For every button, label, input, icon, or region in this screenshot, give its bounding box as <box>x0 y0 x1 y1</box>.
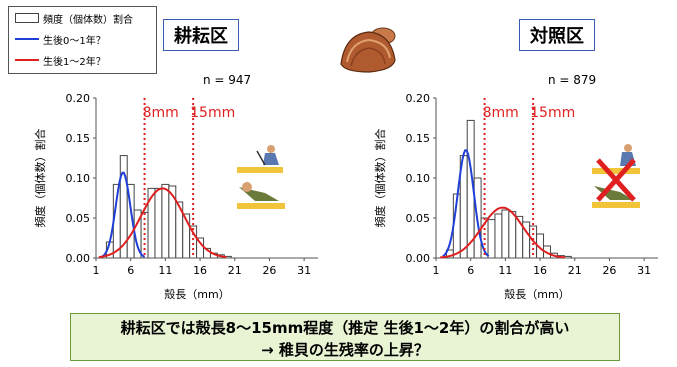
clam-shell-ring <box>346 38 391 63</box>
series-curve-age-1-2 <box>440 206 566 259</box>
legend-item-red: 生後1～2年？ <box>15 53 106 68</box>
worker-head-icon-right <box>624 144 632 152</box>
left-panel-title: 耕耘区 <box>163 19 239 51</box>
x-tick-label: 26 <box>602 264 616 277</box>
legend-label-red: 生後1～2年？ <box>43 56 106 68</box>
y-tick-label: 0.15 <box>66 132 91 145</box>
threshold-label-15mm: 15mm <box>530 105 575 121</box>
x-tick-label: 6 <box>127 264 134 277</box>
right-panel-title: 対照区 <box>519 19 595 51</box>
y-tick-label: 0.15 <box>406 132 431 145</box>
tillage-icon <box>237 145 285 209</box>
sand-layer-icon <box>237 167 283 173</box>
rake-icon <box>256 150 266 166</box>
y-tick-label: 0.05 <box>66 212 91 225</box>
y-tick-label: 0.20 <box>406 92 431 105</box>
x-tick-label: 16 <box>533 264 547 277</box>
histogram-bar <box>508 211 517 259</box>
cross-mark-icon-2 <box>596 158 636 202</box>
clam-shell-ring-inner <box>350 47 386 67</box>
x-tick-label: 1 <box>433 264 440 277</box>
conclusion-banner: 耕耘区では殻長8～15mm程度（推定 生後1～2年）の割合が高い → 稚貝の生残… <box>70 313 620 361</box>
x-tick-label: 31 <box>637 264 651 277</box>
x-tick-label: 26 <box>262 264 276 277</box>
right-n-label: n = 879 <box>548 73 597 87</box>
y-axis-title: 頻度（個体数）割合 <box>33 129 47 228</box>
x-tick-label: 21 <box>568 264 582 277</box>
histogram-bar <box>494 213 503 259</box>
y-tick-label: 0.00 <box>66 252 91 265</box>
histogram-bar <box>154 187 163 259</box>
x-axis-title: 殻長（mm） <box>504 287 569 301</box>
threshold-label-15mm: 15mm <box>190 105 235 121</box>
conclusion-line-1: 耕耘区では殻長8～15mm程度（推定 生後1～2年）の割合が高い <box>120 319 570 337</box>
series-curve-age-0-1 <box>442 149 490 257</box>
large-clam-shell <box>340 31 396 73</box>
threshold-label-8mm: 8mm <box>143 105 179 121</box>
histogram-bar <box>161 183 170 259</box>
y-tick-label: 0.05 <box>406 212 431 225</box>
x-tick-label: 21 <box>228 264 242 277</box>
series-curve-age-1-2 <box>98 187 227 259</box>
clam-illustration <box>340 27 396 73</box>
legend-swatch-blue <box>15 38 39 40</box>
tractor-icon-right <box>594 186 634 200</box>
threshold-label-8mm: 8mm <box>483 105 519 121</box>
worker-head-icon <box>267 145 275 153</box>
legend: 頻度（個体数）割合 生後0～1年？ 生後1～2年？ <box>8 6 157 74</box>
x-axis-title: 殻長（mm） <box>164 287 229 301</box>
y-tick-label: 0.10 <box>406 172 431 185</box>
y-tick-label: 0.20 <box>66 92 91 105</box>
y-tick-label: 0.10 <box>66 172 91 185</box>
histogram-bar <box>487 219 496 259</box>
legend-item-bars: 頻度（個体数）割合 <box>15 11 133 26</box>
x-tick-label: 31 <box>297 264 311 277</box>
operator-head-icon <box>242 182 252 192</box>
sand-layer-icon-right-2 <box>592 202 640 208</box>
x-tick-label: 6 <box>467 264 474 277</box>
y-axis-title: 頻度（個体数）割合 <box>373 129 387 228</box>
series-curve-age-0-1 <box>101 171 146 258</box>
left-n-label: n = 947 <box>203 73 252 87</box>
y-tick-label: 0.00 <box>406 252 431 265</box>
legend-label-bars: 頻度（個体数）割合 <box>43 14 133 26</box>
worker-body-icon <box>263 153 279 165</box>
legend-swatch-bars <box>15 13 39 23</box>
conclusion-line-2: → 稚貝の生残率の上昇？ <box>261 341 429 359</box>
x-tick-label: 11 <box>158 264 172 277</box>
no-tillage-icon <box>592 144 640 208</box>
x-tick-label: 11 <box>498 264 512 277</box>
legend-item-blue: 生後0～1年？ <box>15 32 106 47</box>
histogram-bar <box>501 209 510 259</box>
legend-label-blue: 生後0～1年？ <box>43 35 106 47</box>
sand-layer-icon-right <box>592 168 640 174</box>
legend-swatch-red <box>15 59 39 61</box>
x-tick-label: 16 <box>193 264 207 277</box>
x-tick-label: 1 <box>93 264 100 277</box>
sand-layer-icon-2 <box>237 203 285 209</box>
